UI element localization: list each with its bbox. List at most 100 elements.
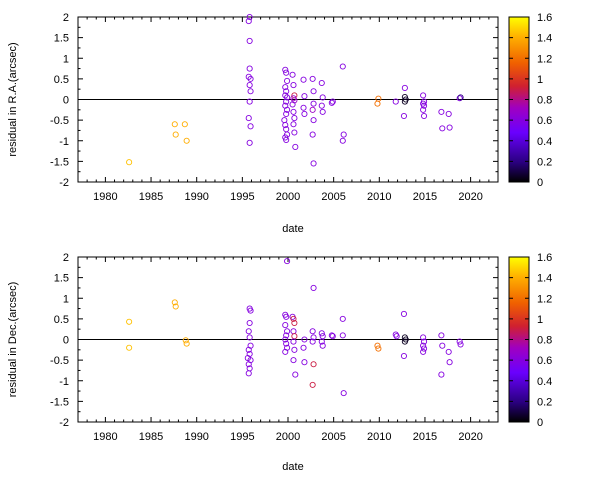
data-point — [246, 334, 253, 341]
y-axis-label: residual in Dec.(arcsec) — [7, 282, 19, 398]
data-point — [310, 284, 317, 291]
data-point — [400, 352, 408, 360]
x-tick-label: 2000 — [276, 191, 300, 203]
x-tick-label: 1980 — [93, 431, 117, 443]
data-point — [282, 84, 289, 91]
data-point — [283, 88, 290, 95]
colorbar-tick-label: 1.6 — [537, 252, 552, 264]
data-point — [290, 121, 297, 128]
colorbar-tick-label: 0 — [537, 177, 543, 189]
data-point — [310, 334, 317, 341]
data-point — [310, 160, 317, 167]
y-tick-label: 2 — [63, 12, 69, 24]
data-point — [328, 99, 335, 106]
data-point — [309, 106, 316, 113]
data-point — [289, 101, 296, 108]
data-point — [420, 345, 428, 352]
data-point — [309, 75, 316, 82]
x-tick-label: 2005 — [321, 191, 345, 203]
data-point — [291, 115, 298, 122]
data-point — [284, 77, 291, 84]
data-point — [319, 342, 326, 349]
data-point — [301, 110, 308, 117]
colorbar-tick-label: 0.8 — [537, 335, 552, 347]
data-point — [245, 73, 252, 80]
x-tick-label: 1995 — [230, 191, 254, 203]
data-point — [375, 95, 382, 102]
data-point — [247, 75, 254, 82]
data-point — [328, 332, 335, 339]
data-point — [283, 340, 290, 347]
colorbar-tick-label: 0.4 — [537, 376, 552, 388]
x-tick-label: 2010 — [367, 431, 391, 443]
data-point — [246, 37, 253, 44]
data-point — [374, 342, 381, 349]
data-point — [329, 333, 336, 340]
y-tick-label: -1.5 — [50, 156, 69, 168]
data-point — [283, 136, 290, 143]
data-point — [283, 110, 290, 117]
x-axis-label: date — [282, 461, 303, 473]
data-point — [420, 334, 427, 341]
data-point — [340, 390, 347, 397]
data-point — [282, 92, 289, 99]
data-point — [420, 102, 428, 109]
data-point — [309, 381, 316, 388]
colorbar-tick-label: 1.2 — [537, 53, 552, 65]
colorbar-tick-label: 0.6 — [537, 115, 552, 127]
data-point — [300, 76, 307, 83]
x-tick-label: 1995 — [230, 431, 254, 443]
data-point — [126, 159, 133, 166]
data-point — [126, 344, 133, 351]
y-tick-label: -1 — [59, 376, 69, 388]
data-point — [282, 348, 289, 355]
data-point — [438, 332, 445, 339]
x-tick-label: 1980 — [93, 191, 117, 203]
colorbar: 0 0.2 0.4 0.6 0.8 1 1.2 1.4 1.6 — [508, 12, 552, 189]
data-point — [309, 131, 316, 138]
data-point — [301, 359, 308, 366]
data-point — [318, 79, 325, 87]
data-point — [290, 338, 297, 345]
panel-1: 1980 1985 1990 1995 2000 2005 2010 2015 2020-2-1… — [7, 12, 552, 235]
x-tick-label: 2020 — [458, 431, 482, 443]
data-point — [310, 117, 317, 124]
data-point — [309, 338, 316, 345]
data-point — [181, 121, 188, 128]
data-point — [420, 106, 427, 113]
data-point — [126, 318, 133, 325]
data-point — [171, 121, 178, 128]
data-point — [310, 361, 317, 368]
data-point — [401, 84, 408, 91]
data-point — [284, 258, 291, 265]
data-point — [319, 94, 326, 101]
data-point — [247, 307, 254, 314]
colorbar-tick-label: 0 — [537, 417, 543, 429]
data-point — [290, 328, 297, 335]
data-point — [245, 328, 252, 335]
data-point — [301, 93, 308, 100]
data-point — [420, 342, 427, 349]
data-point — [246, 82, 253, 89]
x-tick-label: 1990 — [184, 191, 208, 203]
data-point — [282, 66, 289, 73]
data-point — [245, 346, 252, 353]
data-point — [401, 98, 408, 105]
data-point — [300, 104, 307, 111]
data-point — [245, 361, 252, 368]
data-point — [282, 322, 289, 329]
data-point — [420, 112, 428, 120]
data-point — [290, 357, 297, 364]
data-point — [420, 92, 427, 99]
data-point — [339, 63, 346, 70]
y-tick-label: 0 — [63, 95, 69, 107]
data-point — [375, 345, 382, 352]
y-tick-label: -2 — [59, 177, 69, 189]
x-tick-label: 2000 — [276, 431, 300, 443]
data-point — [318, 338, 325, 345]
y-tick-label: 0.5 — [54, 314, 69, 326]
colorbar-tick-label: 1 — [537, 314, 543, 326]
data-point — [284, 106, 291, 113]
data-point — [339, 137, 346, 144]
